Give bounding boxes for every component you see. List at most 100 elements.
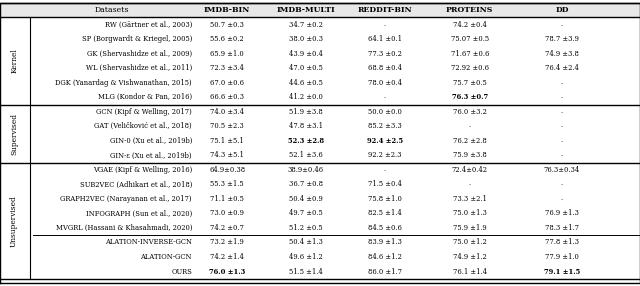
Text: Unsupervised: Unsupervised: [10, 195, 18, 247]
Text: 74.3 ±5.1: 74.3 ±5.1: [211, 151, 244, 159]
Text: 75.0 ±1.2: 75.0 ±1.2: [453, 239, 486, 247]
Text: 92.2 ±2.3: 92.2 ±2.3: [368, 151, 401, 159]
Text: 49.7 ±0.5: 49.7 ±0.5: [289, 209, 323, 217]
Text: MLG (Kondor & Pan, 2016): MLG (Kondor & Pan, 2016): [98, 93, 192, 101]
Text: 64.9±0.38: 64.9±0.38: [209, 166, 245, 174]
Text: 50.0 ±0.0: 50.0 ±0.0: [368, 108, 401, 116]
Text: 76.4 ±2.4: 76.4 ±2.4: [545, 64, 579, 72]
Text: 72.92 ±0.6: 72.92 ±0.6: [451, 64, 489, 72]
Text: ·: ·: [383, 166, 386, 174]
Text: OURS: OURS: [171, 267, 192, 275]
Text: 74.2 ±0.7: 74.2 ±0.7: [211, 224, 244, 232]
Text: 38.0 ±0.3: 38.0 ±0.3: [289, 35, 323, 43]
Text: ·: ·: [561, 21, 563, 29]
Text: Kernel: Kernel: [10, 49, 18, 73]
Text: 38.9±0.46: 38.9±0.46: [288, 166, 324, 174]
Text: 76.1 ±1.4: 76.1 ±1.4: [452, 267, 487, 275]
Text: RW (Gärtner et al., 2003): RW (Gärtner et al., 2003): [104, 21, 192, 29]
Text: 50.4 ±1.3: 50.4 ±1.3: [289, 239, 323, 247]
Text: WL (Shervashidze et al., 2011): WL (Shervashidze et al., 2011): [86, 64, 192, 72]
Text: IMDB-MULTI: IMDB-MULTI: [276, 6, 335, 14]
Text: 72.3 ±3.4: 72.3 ±3.4: [211, 64, 244, 72]
Text: 75.1 ±5.1: 75.1 ±5.1: [211, 137, 244, 145]
Text: ·: ·: [561, 137, 563, 145]
Text: 76.3±0.34: 76.3±0.34: [544, 166, 580, 174]
Text: ·: ·: [468, 122, 471, 130]
Text: 74.2 ±0.4: 74.2 ±0.4: [453, 21, 486, 29]
Text: Supervised: Supervised: [10, 113, 18, 154]
Text: SP (Borgwardt & Kriegel, 2005): SP (Borgwardt & Kriegel, 2005): [82, 35, 192, 43]
Text: GRAPH2VEC (Narayanan et al., 2017): GRAPH2VEC (Narayanan et al., 2017): [61, 195, 192, 203]
Text: 86.0 ±1.7: 86.0 ±1.7: [367, 267, 402, 275]
Text: 71.1 ±0.5: 71.1 ±0.5: [211, 195, 244, 203]
Text: 75.9 ±3.8: 75.9 ±3.8: [453, 151, 486, 159]
Text: 70.5 ±2.3: 70.5 ±2.3: [211, 122, 244, 130]
Text: 73.0 ±0.9: 73.0 ±0.9: [211, 209, 244, 217]
Text: GK (Shervashidze et al., 2009): GK (Shervashidze et al., 2009): [87, 50, 192, 58]
Text: ·: ·: [561, 122, 563, 130]
Text: 44.6 ±0.5: 44.6 ±0.5: [289, 79, 323, 87]
Text: 52.3 ±2.8: 52.3 ±2.8: [288, 137, 324, 145]
Text: 76.9 ±1.3: 76.9 ±1.3: [545, 209, 579, 217]
Text: 43.9 ±0.4: 43.9 ±0.4: [289, 50, 323, 58]
Text: 71.5 ±0.4: 71.5 ±0.4: [368, 180, 401, 188]
Text: 76.0 ±3.2: 76.0 ±3.2: [453, 108, 486, 116]
Text: ·: ·: [383, 93, 386, 101]
Text: ·: ·: [561, 79, 563, 87]
Text: Datasets: Datasets: [95, 6, 129, 14]
Text: GIN-ε (Xu et al., 2019b): GIN-ε (Xu et al., 2019b): [111, 151, 192, 159]
Text: 55.3 ±1.5: 55.3 ±1.5: [211, 180, 244, 188]
Text: 65.9 ±1.0: 65.9 ±1.0: [211, 50, 244, 58]
Text: 82.5 ±1.4: 82.5 ±1.4: [368, 209, 401, 217]
Text: 92.4 ±2.5: 92.4 ±2.5: [367, 137, 403, 145]
Text: PROTEINS: PROTEINS: [446, 6, 493, 14]
Bar: [0, 3, 640, 17]
Text: 76.3 ±0.7: 76.3 ±0.7: [452, 93, 488, 101]
Text: MVGRL (Hassani & Khasahmadi, 2020): MVGRL (Hassani & Khasahmadi, 2020): [56, 224, 192, 232]
Text: 36.7 ±0.8: 36.7 ±0.8: [289, 180, 323, 188]
Text: 73.2 ±1.9: 73.2 ±1.9: [211, 239, 244, 247]
Text: 52.1 ±3.6: 52.1 ±3.6: [289, 151, 323, 159]
Text: 51.9 ±3.8: 51.9 ±3.8: [289, 108, 323, 116]
Text: 75.0 ±1.3: 75.0 ±1.3: [453, 209, 486, 217]
Text: 74.0 ±3.4: 74.0 ±3.4: [210, 108, 244, 116]
Text: 50.4 ±0.9: 50.4 ±0.9: [289, 195, 323, 203]
Text: INFOGRAPH (Sun et al., 2020): INFOGRAPH (Sun et al., 2020): [86, 209, 192, 217]
Text: ·: ·: [561, 151, 563, 159]
Text: 47.8 ±3.1: 47.8 ±3.1: [289, 122, 323, 130]
Text: 75.8 ±1.0: 75.8 ±1.0: [368, 195, 401, 203]
Text: 77.3 ±0.2: 77.3 ±0.2: [368, 50, 401, 58]
Text: 84.5 ±0.6: 84.5 ±0.6: [368, 224, 401, 232]
Text: 78.3 ±1.7: 78.3 ±1.7: [545, 224, 579, 232]
Text: GIN-0 (Xu et al., 2019b): GIN-0 (Xu et al., 2019b): [109, 137, 192, 145]
Text: 41.2 ±0.0: 41.2 ±0.0: [289, 93, 323, 101]
Text: 78.7 ±3.9: 78.7 ±3.9: [545, 35, 579, 43]
Text: 73.3 ±2.1: 73.3 ±2.1: [453, 195, 486, 203]
Text: ·: ·: [468, 180, 471, 188]
Text: ·: ·: [561, 195, 563, 203]
Text: ·: ·: [561, 93, 563, 101]
Text: IMDB-BIN: IMDB-BIN: [204, 6, 250, 14]
Text: 49.6 ±1.2: 49.6 ±1.2: [289, 253, 323, 261]
Text: ·: ·: [383, 21, 386, 29]
Text: GAT (Veličković et al., 2018): GAT (Veličković et al., 2018): [94, 122, 192, 130]
Text: 75.7 ±0.5: 75.7 ±0.5: [453, 79, 486, 87]
Text: DGK (Yanardag & Vishwanathan, 2015): DGK (Yanardag & Vishwanathan, 2015): [56, 79, 192, 87]
Text: 74.2 ±1.4: 74.2 ±1.4: [211, 253, 244, 261]
Text: ALATION-GCN: ALATION-GCN: [141, 253, 192, 261]
Text: 47.0 ±0.5: 47.0 ±0.5: [289, 64, 323, 72]
Text: 74.9 ±3.8: 74.9 ±3.8: [545, 50, 579, 58]
Text: 66.6 ±0.3: 66.6 ±0.3: [210, 93, 244, 101]
Text: 50.7 ±0.3: 50.7 ±0.3: [211, 21, 244, 29]
Text: 67.0 ±0.6: 67.0 ±0.6: [210, 79, 244, 87]
Text: 78.0 ±0.4: 78.0 ±0.4: [367, 79, 402, 87]
Text: VGAE (Kipf & Welling, 2016): VGAE (Kipf & Welling, 2016): [93, 166, 192, 174]
Text: 77.8 ±1.3: 77.8 ±1.3: [545, 239, 579, 247]
Text: 76.2 ±2.8: 76.2 ±2.8: [453, 137, 486, 145]
Text: 64.1 ±0.1: 64.1 ±0.1: [367, 35, 402, 43]
Text: 51.2 ±0.5: 51.2 ±0.5: [289, 224, 323, 232]
Text: 84.6 ±1.2: 84.6 ±1.2: [368, 253, 401, 261]
Text: 34.7 ±0.2: 34.7 ±0.2: [289, 21, 323, 29]
Text: 74.9 ±1.2: 74.9 ±1.2: [453, 253, 486, 261]
Text: 55.6 ±0.2: 55.6 ±0.2: [211, 35, 244, 43]
